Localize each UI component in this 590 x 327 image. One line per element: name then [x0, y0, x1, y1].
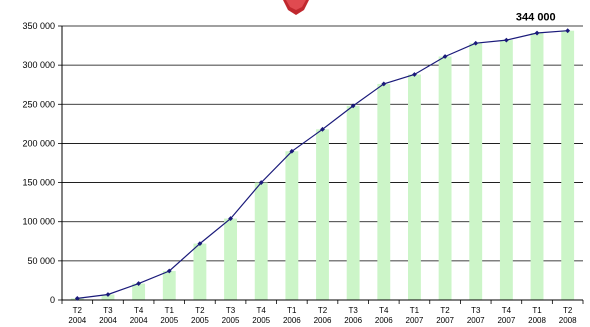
x-tick-label-year: 2007 — [497, 316, 515, 325]
bar — [408, 74, 421, 300]
x-tick-label-quarter: T2 — [440, 306, 450, 315]
y-tick-label: 350 000 — [22, 21, 55, 31]
data-point — [442, 54, 448, 59]
series-line — [74, 28, 571, 301]
bar — [101, 294, 115, 300]
annotations: 344 000 — [516, 12, 556, 24]
y-tick-label: 200 000 — [22, 138, 55, 148]
data-point — [289, 148, 295, 154]
x-tick-label-year: 2005 — [160, 316, 178, 325]
x-tick-label-year: 2006 — [283, 316, 301, 325]
bar — [530, 33, 544, 300]
bar — [224, 218, 237, 300]
data-point — [565, 28, 571, 34]
x-tick-label-quarter: T1 — [410, 306, 420, 315]
x-tick-label-quarter: T2 — [563, 306, 573, 315]
bar — [499, 40, 513, 300]
data-point — [258, 180, 264, 185]
bar — [438, 56, 452, 300]
data-point — [136, 281, 142, 286]
x-tick-label-quarter: T3 — [471, 306, 481, 315]
bar — [193, 243, 207, 300]
x-tick-label-quarter: T2 — [195, 306, 205, 315]
x-tick-labels: T22004T32004T42004T12005T22005T32005T420… — [61, 300, 584, 325]
y-tick-label: 100 000 — [22, 217, 55, 227]
bar — [132, 283, 146, 300]
bar — [561, 30, 575, 300]
x-tick-label-year: 2007 — [436, 316, 454, 325]
x-tick-label-year: 2005 — [252, 316, 270, 325]
x-tick-label-year: 2004 — [68, 316, 86, 325]
x-tick-label-quarter: T2 — [318, 306, 328, 315]
bar — [316, 129, 329, 300]
x-tick-label-year: 2006 — [375, 316, 393, 325]
bar — [254, 182, 268, 300]
data-point — [534, 30, 540, 36]
y-tick-label: 250 000 — [22, 99, 55, 109]
x-tick-label-year: 2004 — [130, 316, 148, 325]
x-tick-label-year: 2008 — [559, 316, 577, 325]
bar — [162, 271, 176, 300]
data-point — [473, 40, 479, 46]
data-point — [228, 216, 233, 221]
y-tick-label: 0 — [50, 295, 55, 305]
x-tick-label-quarter: T4 — [134, 306, 144, 315]
x-tick-label-quarter: T1 — [165, 306, 175, 315]
x-tick-label-quarter: T3 — [103, 306, 113, 315]
x-tick-label-year: 2005 — [191, 316, 209, 325]
logo-fragment-icon — [283, 0, 309, 15]
bar — [377, 83, 391, 300]
x-tick-label-year: 2007 — [467, 316, 485, 325]
x-tick-label-quarter: T4 — [502, 306, 512, 315]
data-point — [503, 37, 509, 43]
bar — [285, 151, 299, 300]
x-tick-label-year: 2006 — [314, 316, 332, 325]
x-tick-label-year: 2006 — [344, 316, 362, 325]
data-point — [197, 241, 203, 247]
annotation-label: 344 000 — [516, 12, 556, 24]
x-tick-label-quarter: T1 — [287, 306, 297, 315]
x-tick-label-quarter: T2 — [73, 306, 83, 315]
x-tick-label-year: 2008 — [528, 316, 546, 325]
x-tick-label-year: 2004 — [99, 316, 117, 325]
x-tick-label-year: 2007 — [406, 316, 424, 325]
data-point — [381, 81, 387, 87]
y-tick-label: 300 000 — [22, 60, 55, 70]
x-tick-label-quarter: T3 — [348, 306, 358, 315]
x-tick-label-quarter: T4 — [379, 306, 389, 315]
bars — [70, 30, 575, 300]
data-point — [74, 296, 80, 301]
y-tick-label: 150 000 — [22, 178, 55, 188]
x-tick-label-quarter: T4 — [257, 306, 267, 315]
axes — [61, 26, 583, 301]
bar — [469, 43, 483, 300]
data-point — [320, 126, 325, 132]
y-tick-labels: 0 50 000 100 000 150 000 200 000 250 000 300 0… — [22, 21, 62, 305]
data-point — [105, 292, 111, 297]
x-tick-label-quarter: T3 — [226, 306, 236, 315]
bar — [346, 105, 360, 300]
y-tick-label: 50 000 — [27, 256, 55, 266]
x-tick-label-quarter: T1 — [532, 306, 542, 315]
x-tick-label-year: 2005 — [222, 316, 240, 325]
data-point — [412, 72, 417, 77]
data-point — [350, 103, 356, 109]
data-point — [166, 268, 172, 274]
